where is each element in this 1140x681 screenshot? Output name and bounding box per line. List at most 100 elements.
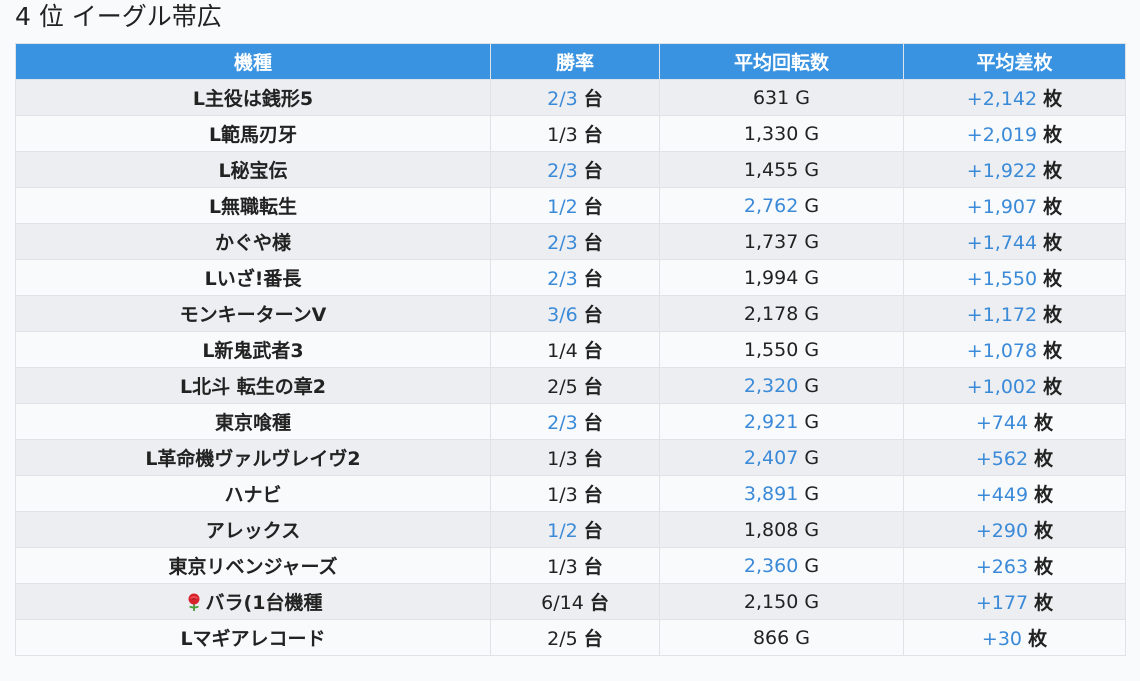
avg-diff-value: +449 (975, 484, 1029, 506)
header-machine[interactable]: 機種 (15, 43, 491, 80)
avg-diff-value: +1,922 (966, 160, 1038, 182)
avg-diff-value: +1,002 (966, 376, 1038, 398)
avg-diff-value: +1,172 (966, 304, 1038, 326)
avg-spins-value: 2,921 (743, 410, 799, 433)
machine-name-cell: L新鬼武者3 (15, 331, 491, 368)
machine-name-cell: かぐや様 (15, 223, 491, 260)
machine-name-cell: L秘宝伝 (15, 151, 491, 188)
avg-diff-value: +744 (975, 412, 1029, 434)
machine-name-cell: Lマギアレコード (15, 619, 491, 656)
win-rate-cell: 1/2 台 (490, 187, 660, 224)
machine-name: かぐや様 (214, 232, 291, 254)
table-row[interactable]: L主役は銭形5 2/3 台 631 G +2,142 枚 (15, 79, 1126, 116)
avg-diff-cell: +744 枚 (903, 403, 1126, 440)
table-row[interactable]: Lマギアレコード 2/5 台 866 G +30 枚 (15, 619, 1126, 656)
avg-diff-unit: 枚 (1043, 268, 1063, 290)
avg-spins-value: 2,360 (743, 554, 799, 577)
machine-name: L無職転生 (208, 196, 298, 218)
avg-spins-cell: 1,737 G (659, 223, 904, 260)
table-row[interactable]: L秘宝伝 2/3 台 1,455 G +1,922 枚 (15, 151, 1126, 188)
avg-spins-unit: G (804, 446, 820, 469)
avg-diff-cell: +290 枚 (903, 511, 1126, 548)
table-row[interactable]: L新鬼武者3 1/4 台 1,550 G +1,078 枚 (15, 331, 1126, 368)
win-rate-unit: 台 (583, 232, 603, 254)
avg-spins-unit: G (804, 374, 820, 397)
win-rate-cell: 2/5 台 (490, 619, 660, 656)
avg-diff-unit: 枚 (1043, 160, 1063, 182)
machine-name-cell: バラ(1台機種 (15, 583, 491, 620)
avg-spins-cell: 2,762 G (659, 187, 904, 224)
avg-diff-unit: 枚 (1043, 376, 1063, 398)
win-rate-unit: 台 (583, 448, 603, 470)
table-row[interactable]: モンキーターンV 3/6 台 2,178 G +1,172 枚 (15, 295, 1126, 332)
win-rate-unit: 台 (583, 340, 603, 362)
avg-diff-unit: 枚 (1028, 628, 1048, 650)
avg-spins-value: 1,330 (743, 122, 799, 145)
machine-name: 東京喰種 (214, 412, 291, 434)
table-row[interactable]: L範馬刃牙 1/3 台 1,330 G +2,019 枚 (15, 115, 1126, 152)
win-rate-value: 1/3 (547, 556, 578, 578)
table-row[interactable]: Lいざ!番長 2/3 台 1,994 G +1,550 枚 (15, 259, 1126, 296)
ranking-table: 機種 勝率 平均回転数 平均差枚 L主役は銭形5 2/3 台 631 G +2,142… (15, 43, 1126, 656)
avg-spins-cell: 1,455 G (659, 151, 904, 188)
avg-diff-value: +177 (975, 592, 1029, 614)
avg-diff-value: +1,550 (966, 268, 1038, 290)
win-rate-cell: 2/3 台 (490, 79, 660, 116)
win-rate-unit: 台 (583, 160, 603, 182)
win-rate-cell: 6/14 台 (490, 583, 660, 620)
win-rate-unit: 台 (583, 124, 603, 146)
avg-spins-cell: 1,994 G (659, 259, 904, 296)
avg-spins-cell: 2,150 G (659, 583, 904, 620)
table-row[interactable]: ハナビ 1/3 台 3,891 G +449 枚 (15, 475, 1126, 512)
avg-diff-cell: +1,078 枚 (903, 331, 1126, 368)
page-title: 4 位 イーグル帯広 (15, 2, 222, 31)
machine-name: L革命機ヴァルヴレイヴ2 (145, 448, 361, 470)
avg-diff-unit: 枚 (1034, 484, 1054, 506)
table-row[interactable]: 東京喰種 2/3 台 2,921 G +744 枚 (15, 403, 1126, 440)
avg-spins-unit: G (804, 554, 820, 577)
avg-diff-cell: +263 枚 (903, 547, 1126, 584)
win-rate-value: 1/2 (547, 520, 578, 542)
win-rate-value: 1/4 (547, 340, 578, 362)
win-rate-cell: 1/3 台 (490, 439, 660, 476)
win-rate-unit: 台 (583, 268, 603, 290)
machine-name: L主役は銭形5 (192, 88, 314, 110)
table-row[interactable]: L革命機ヴァルヴレイヴ2 1/3 台 2,407 G +562 枚 (15, 439, 1126, 476)
machine-name-cell: 東京喰種 (15, 403, 491, 440)
avg-diff-unit: 枚 (1043, 232, 1063, 254)
avg-diff-unit: 枚 (1034, 556, 1054, 578)
header-avg-spins[interactable]: 平均回転数 (659, 43, 904, 80)
table-row[interactable]: バラ(1台機種 6/14 台 2,150 G +177 枚 (15, 583, 1126, 620)
avg-spins-cell: 866 G (659, 619, 904, 656)
header-avg-diff[interactable]: 平均差枚 (903, 43, 1126, 80)
avg-spins-cell: 2,360 G (659, 547, 904, 584)
avg-diff-cell: +1,172 枚 (903, 295, 1126, 332)
table-row[interactable]: 東京リベンジャーズ 1/3 台 2,360 G +263 枚 (15, 547, 1126, 584)
win-rate-unit: 台 (583, 484, 603, 506)
table-row[interactable]: アレックス 1/2 台 1,808 G +290 枚 (15, 511, 1126, 548)
avg-spins-value: 1,737 (743, 230, 799, 253)
avg-diff-unit: 枚 (1034, 412, 1054, 434)
avg-diff-cell: +1,907 枚 (903, 187, 1126, 224)
avg-spins-unit: G (804, 518, 820, 541)
avg-spins-unit: G (804, 158, 820, 181)
win-rate-value: 6/14 (541, 592, 584, 614)
avg-diff-value: +1,744 (966, 232, 1038, 254)
win-rate-value: 2/5 (547, 628, 578, 650)
table-row[interactable]: L北斗 転生の章2 2/5 台 2,320 G +1,002 枚 (15, 367, 1126, 404)
machine-name-cell: L北斗 転生の章2 (15, 367, 491, 404)
machine-name-cell: アレックス (15, 511, 491, 548)
avg-diff-cell: +2,142 枚 (903, 79, 1126, 116)
table-row[interactable]: かぐや様 2/3 台 1,737 G +1,744 枚 (15, 223, 1126, 260)
win-rate-cell: 2/3 台 (490, 403, 660, 440)
avg-spins-value: 2,320 (743, 374, 799, 397)
table-row[interactable]: L無職転生 1/2 台 2,762 G +1,907 枚 (15, 187, 1126, 224)
header-win-rate[interactable]: 勝率 (490, 43, 660, 80)
avg-spins-cell: 2,320 G (659, 367, 904, 404)
win-rate-value: 2/3 (547, 88, 578, 110)
avg-diff-value: +1,907 (966, 196, 1038, 218)
win-rate-value: 3/6 (547, 304, 578, 326)
win-rate-cell: 1/2 台 (490, 511, 660, 548)
avg-diff-value: +1,078 (966, 340, 1038, 362)
